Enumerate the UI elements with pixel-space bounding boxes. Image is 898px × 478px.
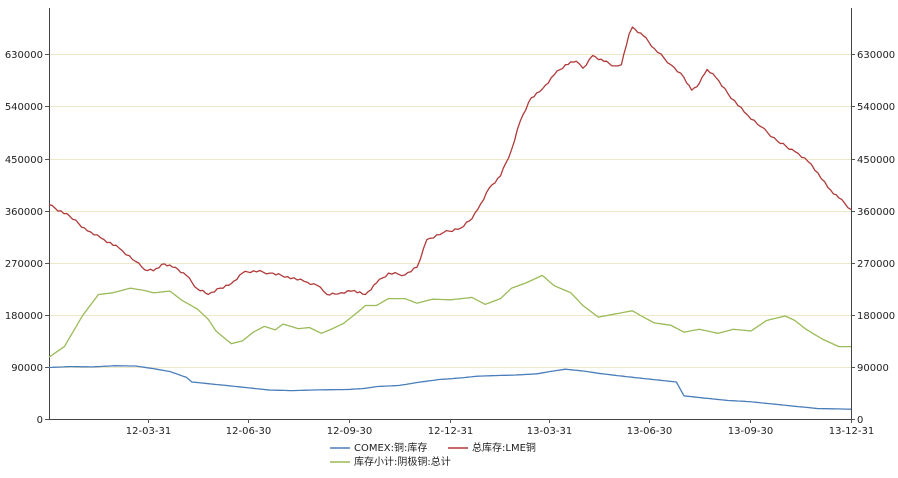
x-tick-label: 12-06-30: [226, 426, 271, 437]
gridlines: [49, 54, 851, 368]
x-tick-label: 12-12-31: [428, 426, 473, 437]
y-tick-label: 630000: [5, 50, 43, 61]
y-tick-label-right: 90000: [857, 363, 889, 374]
x-tick-label: 13-06-30: [627, 426, 672, 437]
y-tick-label-right: 0: [857, 415, 863, 426]
axes: 0 0 90000 90000 180000 180000 270000 270000 3600…: [5, 8, 895, 437]
y-tick-label: 540000: [5, 102, 43, 113]
legend-label: 库存小计:阴极铜:总计: [354, 455, 451, 468]
y-tick-label-right: 540000: [857, 102, 895, 113]
series-line-2: [48, 274, 851, 358]
y-tick-label-right: 270000: [857, 259, 895, 270]
x-tick-label: 12-03-31: [126, 426, 171, 437]
y-tick-label-right: 450000: [857, 155, 895, 166]
y-tick-label-right: 630000: [857, 50, 895, 61]
y-tick-label: 90000: [11, 363, 43, 374]
x-tick-label: 13-03-31: [527, 426, 572, 437]
y-tick-label-right: 180000: [857, 311, 895, 322]
legend-label: 总库存:LME铜: [472, 441, 536, 454]
y-tick-label-right: 360000: [857, 207, 895, 218]
x-tick-label: 13-12-31: [829, 426, 874, 437]
y-tick-label: 180000: [5, 311, 43, 322]
x-tick-label: 12-09-30: [327, 426, 372, 437]
y-tick-label: 450000: [5, 155, 43, 166]
y-tick-label: 360000: [5, 207, 43, 218]
legend-label: COMEX:铜:库存: [354, 441, 427, 454]
series-line-1: [48, 26, 852, 296]
y-tick-label: 270000: [5, 259, 43, 270]
series-lines: [48, 26, 852, 410]
series-line-0: [48, 365, 852, 410]
y-tick-label: 0: [37, 415, 43, 426]
x-tick-label: 13-09-30: [728, 426, 773, 437]
